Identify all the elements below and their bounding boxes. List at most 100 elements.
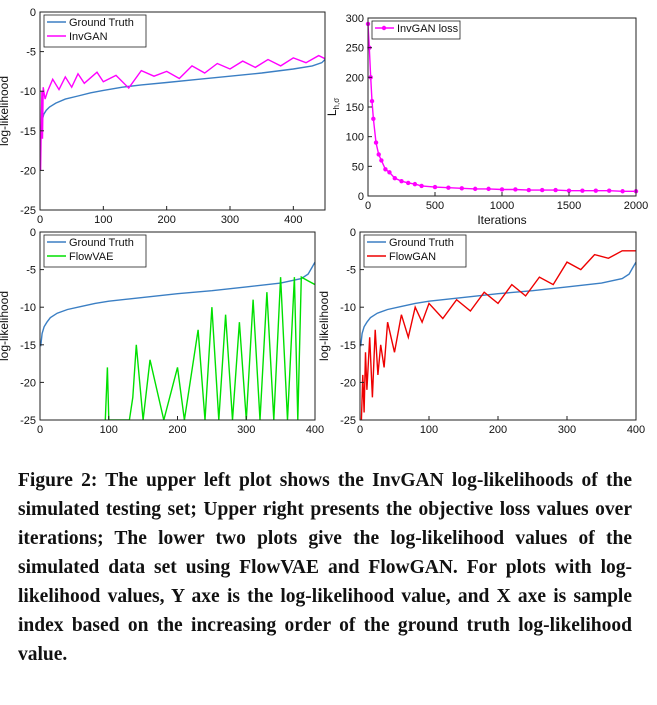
- data-point: [376, 152, 381, 157]
- series-line-ground-truth: [40, 59, 325, 135]
- y-tick-label: 0: [30, 7, 36, 19]
- x-axis-label: Iterations: [477, 213, 526, 227]
- legend: Ground Truth FlowGAN: [363, 234, 467, 268]
- series-line-ground-truth: [360, 261, 636, 347]
- plot-frame: [367, 17, 637, 197]
- data-point: [446, 185, 451, 190]
- y-tick-label: -5: [26, 265, 36, 277]
- data-point: [406, 180, 411, 186]
- x-tick-label: 200: [157, 214, 175, 226]
- y-axis-label: Lh,σ: [325, 98, 341, 116]
- data-point: [399, 178, 404, 184]
- data-point: [607, 188, 612, 193]
- figure-panels: 0 100 200 300 400 0 -5 -10 -15 -20 -25 log-likeliho…: [0, 7, 648, 436]
- data-point: [540, 187, 545, 193]
- legend-label: InvGAN loss: [397, 23, 459, 35]
- chart-panel-lower-right: 0 100 200 300 400 0 -5 -10 -15 -20 -25 log-likeliho…: [317, 227, 645, 436]
- data-point: [387, 170, 392, 175]
- legend-label: Ground Truth: [69, 17, 134, 29]
- y-tick-label: -5: [26, 47, 36, 59]
- y-tick-label: -10: [20, 302, 36, 314]
- series-line-flowgan: [360, 250, 636, 420]
- y-tick-label: -25: [20, 415, 36, 427]
- data-point: [459, 186, 464, 191]
- data-point: [580, 188, 585, 193]
- data-point: [379, 158, 384, 163]
- x-tick-label: 400: [627, 424, 645, 436]
- legend-box: [43, 234, 147, 268]
- legend-label: Ground Truth: [69, 237, 134, 249]
- chart-panel-upper-left: 0 100 200 300 400 0 -5 -10 -15 -20 -25 log-likeliho…: [0, 7, 326, 226]
- data-point: [419, 183, 424, 189]
- x-tick-label: 0: [365, 200, 371, 212]
- y-tick-label: -5: [346, 265, 356, 277]
- x-tick-label: 200: [489, 424, 507, 436]
- data-point: [412, 181, 418, 187]
- series-line-flowvae: [104, 275, 315, 420]
- figure-caption: Figure 2: The upper left plot shows the …: [18, 470, 632, 665]
- y-tick-label: 300: [346, 13, 364, 25]
- data-point: [392, 176, 397, 181]
- x-tick-label: 1500: [557, 200, 581, 212]
- data-point: [566, 188, 572, 193]
- y-tick-label: -25: [340, 415, 356, 427]
- x-tick-label: 1000: [490, 200, 514, 212]
- y-axis-label-sub: h,σ: [332, 98, 341, 110]
- y-axis-label: log-likelihood: [0, 76, 11, 146]
- data-point: [593, 188, 598, 193]
- x-tick-label: 0: [37, 214, 43, 226]
- y-tick-label: -25: [20, 205, 36, 217]
- x-tick-label: 100: [94, 214, 112, 226]
- chart-panel-upper-right: 0 500 1000 1500 2000 0 50 100 150 200 250 300 Iterat…: [325, 13, 648, 227]
- legend-box: [371, 20, 461, 40]
- y-tick-label: -15: [20, 340, 36, 352]
- y-tick-label: -10: [340, 302, 356, 314]
- x-tick-label: 500: [426, 200, 444, 212]
- x-tick-label: 0: [37, 424, 43, 436]
- y-tick-label: 200: [346, 72, 364, 84]
- series-line-invgan-loss: [368, 23, 636, 193]
- legend: Ground Truth InvGAN: [43, 14, 147, 48]
- x-tick-label: 400: [284, 214, 302, 226]
- legend-label: InvGAN: [69, 31, 108, 43]
- legend-marker: [381, 25, 387, 31]
- y-tick-label: 0: [358, 191, 364, 203]
- data-point: [553, 187, 558, 193]
- x-tick-label: 400: [306, 424, 324, 436]
- data-point: [371, 116, 376, 122]
- y-tick-label: 150: [346, 102, 364, 114]
- y-tick-label: -15: [340, 340, 356, 352]
- y-tick-label: -15: [20, 126, 36, 138]
- data-point: [473, 186, 478, 192]
- y-axis-label: log-likelihood: [317, 291, 331, 361]
- data-point: [373, 140, 379, 145]
- x-tick-label: 200: [168, 424, 186, 436]
- legend-box: [43, 14, 147, 48]
- x-tick-label: 300: [237, 424, 255, 436]
- data-point: [499, 187, 505, 192]
- x-tick-label: 0: [357, 424, 363, 436]
- data-point: [513, 187, 518, 192]
- x-tick-label: 100: [100, 424, 118, 436]
- legend: Ground Truth FlowVAE: [43, 234, 147, 268]
- y-tick-label: 100: [346, 132, 364, 144]
- data-point: [486, 186, 491, 192]
- plot-frame: [39, 11, 326, 211]
- y-tick-label: -20: [340, 377, 356, 389]
- y-tick-label: 50: [352, 161, 364, 173]
- y-tick-label: 0: [350, 227, 356, 239]
- y-tick-label: -20: [20, 165, 36, 177]
- x-tick-label: 100: [420, 424, 438, 436]
- chart-panel-lower-left: 0 100 200 300 400 0 -5 -10 -15 -20 -25 log-likeliho…: [0, 227, 324, 436]
- y-tick-label: 250: [346, 43, 364, 55]
- y-tick-label: -20: [20, 377, 36, 389]
- y-tick-label: 0: [30, 227, 36, 239]
- y-tick-label: -10: [20, 86, 36, 98]
- series-line-ground-truth: [40, 261, 315, 347]
- legend-label: Ground Truth: [389, 237, 454, 249]
- legend: InvGAN loss: [371, 20, 461, 40]
- data-point: [383, 167, 388, 172]
- series-line-invgan: [40, 54, 325, 171]
- legend-label: FlowGAN: [389, 251, 436, 263]
- data-point: [526, 187, 531, 193]
